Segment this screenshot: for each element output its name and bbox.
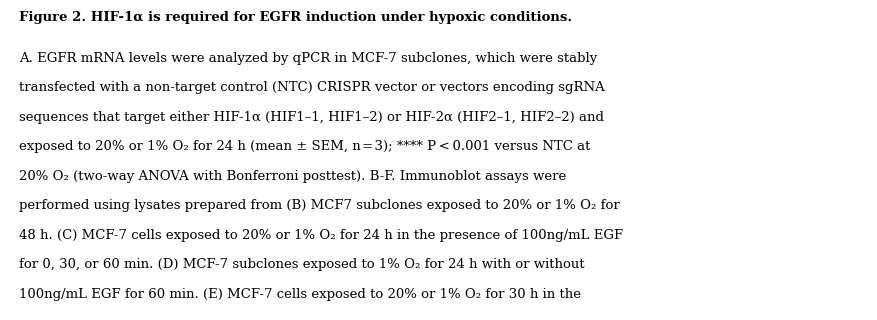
Text: 100ng/mL EGF for 60 min. (E) MCF-7 cells exposed to 20% or 1% O₂ for 30 h in the: 100ng/mL EGF for 60 min. (E) MCF-7 cells… [19, 288, 581, 300]
Text: 20% O₂ (two-way ANOVA with Bonferroni posttest). B-F. Immunoblot assays were: 20% O₂ (two-way ANOVA with Bonferroni po… [19, 170, 566, 183]
Text: sequences that target either HIF-1α (HIF1–1, HIF1–2) or HIF-2α (HIF2–1, HIF2–2) : sequences that target either HIF-1α (HIF… [19, 111, 603, 124]
Text: 48 h. (C) MCF-7 cells exposed to 20% or 1% O₂ for 24 h in the presence of 100ng/: 48 h. (C) MCF-7 cells exposed to 20% or … [19, 229, 623, 242]
Text: transfected with a non-target control (NTC) CRISPR vector or vectors encoding sg: transfected with a non-target control (N… [19, 81, 604, 94]
Text: performed using lysates prepared from (B) MCF7 subclones exposed to 20% or 1% O₂: performed using lysates prepared from (B… [19, 199, 619, 212]
Text: for 0, 30, or 60 min. (D) MCF-7 subclones exposed to 1% O₂ for 24 h with or with: for 0, 30, or 60 min. (D) MCF-7 subclone… [19, 258, 584, 271]
Text: A. EGFR mRNA levels were analyzed by qPCR in MCF-7 subclones, which were stably: A. EGFR mRNA levels were analyzed by qPC… [19, 52, 596, 65]
Text: exposed to 20% or 1% O₂ for 24 h (mean ± SEM, n = 3); **** P < 0.001 versus NTC : exposed to 20% or 1% O₂ for 24 h (mean ±… [19, 140, 590, 153]
Text: Figure 2. HIF-1α is required for EGFR induction under hypoxic conditions.: Figure 2. HIF-1α is required for EGFR in… [19, 11, 572, 24]
